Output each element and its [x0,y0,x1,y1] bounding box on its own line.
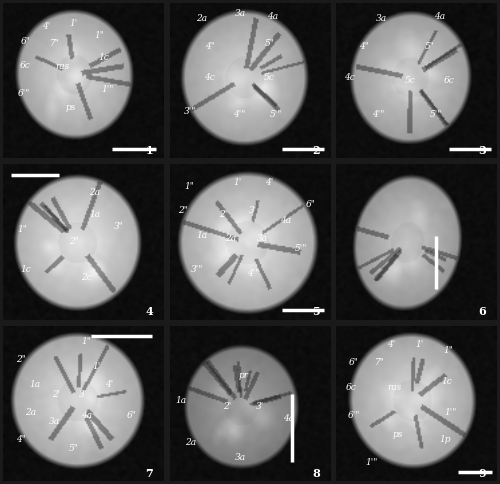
Text: 1": 1" [94,31,104,40]
Text: ps: ps [66,103,76,112]
Text: 2": 2" [69,238,78,246]
Text: 4': 4' [105,380,113,389]
Text: 1c: 1c [99,53,110,62]
Text: 6: 6 [478,306,486,318]
Text: 3': 3' [256,402,264,411]
Text: 4a: 4a [267,13,278,21]
Text: 4": 4" [205,42,215,51]
Text: 9: 9 [478,468,486,479]
Text: 1': 1' [416,340,424,349]
Text: 5'": 5'" [295,244,308,253]
Text: 3'": 3'" [191,266,203,274]
Text: 5": 5" [69,444,78,453]
Text: 4'": 4'" [232,110,245,120]
Text: 1'": 1'" [444,408,456,417]
Text: 3'": 3'" [184,107,196,116]
Text: 4': 4' [265,179,274,187]
Text: 3a: 3a [235,9,246,18]
Text: 5'": 5'" [270,110,282,120]
Text: 5": 5" [264,39,274,48]
Text: 1a: 1a [176,396,186,405]
Text: 6c: 6c [20,60,31,70]
Text: 4: 4 [146,306,153,318]
Text: 2c: 2c [81,273,92,282]
Text: 4a: 4a [81,411,92,420]
Text: 4a: 4a [434,13,444,21]
Text: 5c: 5c [264,73,274,82]
Text: 6'": 6'" [348,411,360,420]
Text: 1": 1" [444,346,454,355]
Text: 2': 2' [218,210,227,218]
Text: 6c: 6c [444,76,454,85]
Text: 7": 7" [375,358,384,367]
Text: 2a: 2a [196,14,207,23]
Text: 1: 1 [146,145,153,156]
Text: 1'": 1'" [366,458,378,467]
Text: 6": 6" [349,358,359,367]
Text: 2': 2' [52,390,60,398]
Text: 2a: 2a [185,438,196,447]
Text: 1p: 1p [440,435,452,444]
Text: 4': 4' [42,22,50,30]
Text: 1c: 1c [20,266,31,274]
Text: 4a: 4a [280,216,291,225]
Text: ps: ps [392,430,402,439]
Text: 6": 6" [126,411,136,420]
Text: 6'": 6'" [18,89,30,98]
Text: 1": 1" [184,182,194,191]
Text: 1a: 1a [196,231,207,240]
Text: ras: ras [56,62,70,71]
Text: pr: pr [238,371,248,380]
Text: 1': 1' [233,179,241,187]
Text: 4a: 4a [283,414,294,424]
Text: 3a: 3a [258,234,268,243]
Text: 4': 4' [387,340,395,349]
Text: 5'": 5'" [430,110,442,120]
Text: 2a: 2a [89,188,100,197]
Text: 1'": 1'" [101,86,114,94]
Text: 5": 5" [424,42,434,51]
Text: 4": 4" [358,42,368,51]
Text: 7: 7 [146,468,153,479]
Text: 1a: 1a [89,210,100,218]
Text: 1c: 1c [442,377,452,386]
Text: 2': 2' [224,402,232,411]
Text: 4'": 4'" [247,269,260,278]
Text: 6c: 6c [346,383,356,392]
Text: 4'": 4'" [372,110,384,120]
Text: 3': 3' [249,206,258,215]
Text: 4": 4" [16,435,26,444]
Text: 5: 5 [312,306,320,318]
Text: 3a: 3a [376,14,387,23]
Text: 2a: 2a [25,408,36,417]
Text: 3a: 3a [235,454,246,462]
Text: 2": 2" [178,206,188,215]
Text: 1': 1' [92,362,100,371]
Text: 4c: 4c [344,73,354,82]
Text: 1a: 1a [30,380,40,389]
Text: 3: 3 [478,145,486,156]
Text: 3": 3" [114,222,124,231]
Text: 8: 8 [312,468,320,479]
Text: 1': 1' [70,18,78,28]
Text: 2: 2 [312,145,320,156]
Text: 2": 2" [16,355,26,364]
Text: 2a: 2a [225,234,236,243]
Text: 7": 7" [50,39,59,48]
Text: 5c: 5c [405,76,415,85]
Text: 3a: 3a [49,418,60,426]
Text: 6": 6" [20,37,30,46]
Text: ras: ras [387,383,402,392]
Text: 4c: 4c [204,73,215,82]
Text: 3': 3' [79,390,88,398]
Text: 6": 6" [306,200,316,209]
Text: 1": 1" [18,225,27,234]
Text: 1": 1" [82,337,92,346]
